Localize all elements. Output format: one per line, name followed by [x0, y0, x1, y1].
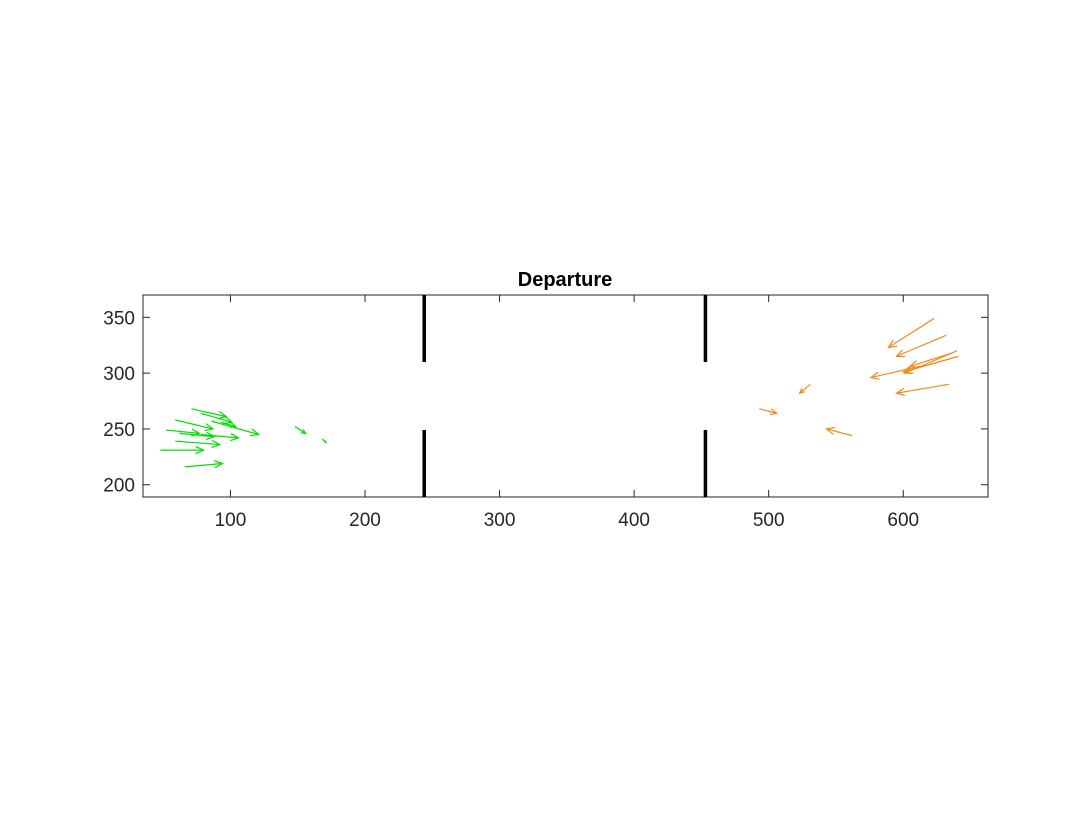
y-tick-label: 200	[103, 476, 135, 497]
velocity-arrow	[191, 408, 228, 420]
velocity-arrow	[895, 334, 947, 358]
velocity-arrow	[160, 445, 206, 455]
x-tick-label: 300	[484, 510, 516, 531]
velocity-arrow	[901, 355, 959, 374]
velocity-arrow	[321, 438, 328, 444]
velocity-arrow	[759, 408, 779, 416]
velocity-arrow	[200, 433, 240, 442]
y-tick-label: 250	[103, 420, 135, 441]
velocity-arrow	[200, 412, 234, 425]
velocity-arrow	[869, 365, 920, 380]
axes-box	[142, 294, 989, 498]
x-tick-label: 500	[753, 510, 785, 531]
y-tick-label: 350	[103, 308, 135, 329]
velocity-arrow	[184, 460, 224, 469]
plot-area: 100 200 300 400 500 600 200 250 300 350	[103, 294, 989, 531]
velocity-arrow	[798, 383, 811, 395]
velocity-arrow	[211, 420, 261, 437]
x-tick-label: 400	[618, 510, 650, 531]
velocity-arrow	[179, 431, 216, 441]
velocity-arrow	[175, 439, 222, 449]
chart-title: Departure	[518, 269, 612, 291]
x-tick-label: 200	[349, 510, 381, 531]
velocity-arrow	[220, 421, 238, 429]
velocity-arrow	[895, 383, 950, 396]
velocity-arrow	[294, 426, 308, 435]
velocity-arrow	[175, 419, 215, 432]
y-tick-label: 300	[103, 364, 135, 385]
velocity-arrow	[825, 426, 853, 437]
velocity-arrow	[887, 317, 935, 349]
x-tick-label: 600	[887, 510, 919, 531]
x-tick-label: 100	[215, 510, 247, 531]
